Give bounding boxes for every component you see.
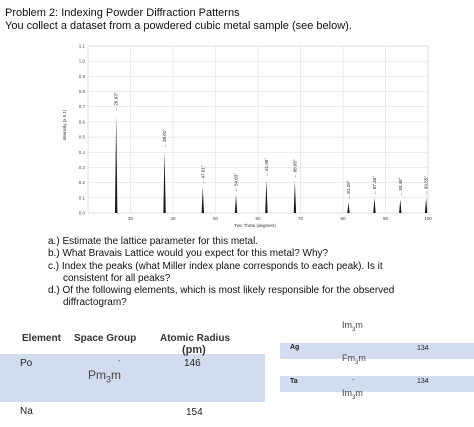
header-element: Element [22, 333, 61, 344]
element-po: Po [20, 358, 33, 369]
y-tick-label: 1.0 [79, 59, 86, 64]
question-c-continued: consistent for all peaks? [63, 272, 171, 284]
question-a: a.) Estimate the lattice parameter for t… [48, 236, 259, 247]
peak-label: ← 81.29° [346, 180, 351, 199]
x-tick-label: 100 [424, 216, 432, 221]
x-tick-label: 90 [383, 216, 389, 221]
table-row-band [0, 354, 265, 402]
peak-label: ← 47.01° [200, 165, 205, 184]
peak-bar [265, 179, 268, 213]
table-row-band-ta [280, 376, 474, 392]
header-radius-unit: (pm) [182, 344, 206, 356]
peak-bar [114, 114, 118, 213]
y-tick-label: 0.6 [79, 119, 86, 124]
question-c: c.) Index the peaks (what Miller index p… [48, 260, 383, 272]
peak-label: ← 54.83° [234, 173, 239, 192]
y-tick-label: 0.7 [79, 104, 86, 109]
radius-po: 146 [184, 358, 201, 369]
radius-ta: 134 [417, 378, 429, 385]
space-group-ta: Im3m [342, 388, 363, 401]
chart-axes: 0.0 0.1 0.2 0.3 0.4 0.5 0.6 0.7 0.8 0.9 1.0 1.1 30 40… [79, 44, 433, 222]
peak-label: ← 99.55° [424, 176, 429, 195]
y-axis-label: Intensity (x 0.1) [62, 109, 67, 140]
peak-label: ← 93.48° [398, 177, 403, 196]
element-ag: Ag [290, 344, 300, 351]
space-group-ag: Fm3m [342, 353, 366, 366]
peak-bar [424, 197, 428, 213]
dash-mark-ta: - [352, 377, 355, 384]
element-na: Na [20, 406, 33, 417]
radius-na: 154 [186, 407, 203, 418]
header-atomic-radius: Atomic Radius [160, 333, 231, 344]
header-space-group: Space Group [74, 333, 137, 344]
question-d: d.) Of the following elements, which is … [48, 285, 395, 297]
peak-bar [373, 197, 376, 213]
y-tick-label: 0.4 [79, 150, 86, 155]
space-group-po: Pm3m [88, 368, 122, 385]
y-tick-label: 0.9 [79, 74, 86, 79]
y-tick-label: 0.8 [79, 89, 86, 94]
y-tick-label: 0.3 [79, 165, 86, 170]
peak-bar [293, 181, 297, 213]
problem-subtitle: You collect a dataset from a powdered cu… [5, 20, 352, 32]
peak-label: ← 26.63° [114, 92, 119, 111]
x-tick-label: 30 [128, 216, 134, 221]
x-tick-label: 80 [340, 216, 346, 221]
table-row-band-ag [280, 343, 474, 359]
y-tick-label: 1.1 [79, 44, 86, 49]
peak-label: ← 38.01° [162, 129, 167, 148]
question-b: b.) What Bravais Lattice would you expec… [48, 248, 329, 260]
x-tick-label: 70 [298, 216, 304, 221]
dash-mark: - [118, 358, 121, 365]
x-tick-label: 60 [255, 216, 261, 221]
y-tick-label: 0.1 [79, 195, 86, 200]
element-ta: Ta [290, 378, 298, 385]
question-d-continued: diffractogram? [63, 297, 127, 309]
chart-peaks: ← 26.63° ← 38.01° ← 47.01° ← 54.83° ← 61.98°… [114, 92, 429, 213]
peak-bar [399, 199, 402, 213]
chart-grid [87, 45, 429, 214]
peak-bar [347, 202, 350, 213]
y-tick-label: 0.2 [79, 180, 86, 185]
x-tick-label: 50 [213, 216, 219, 221]
diffraction-chart: 0.0 0.1 0.2 0.3 0.4 0.5 0.6 0.7 0.8 0.9 1.0 1.1 30 40… [62, 44, 433, 229]
space-group-top: Im3m [342, 320, 363, 333]
peak-label: ← 68.68° [292, 159, 297, 178]
element-table-left: Element Space Group Atomic Radius (pm) P… [0, 330, 265, 427]
peak-bar [163, 150, 166, 213]
question-list: a.) Estimate the lattice parameter for t… [48, 236, 468, 310]
y-tick-label: 0.5 [79, 135, 86, 140]
x-axis-label: Two Theta (degrees) [234, 223, 276, 228]
problem-title: Problem 2: Indexing Powder Diffraction P… [5, 7, 240, 19]
peak-label: ← 61.98° [264, 158, 269, 177]
peak-label: ← 87.40° [372, 176, 377, 195]
peak-bar [201, 187, 204, 213]
y-tick-label: 0.0 [79, 211, 86, 216]
element-table-right: Im3m Ag Fm3m 134 Ta - Im3m 134 [280, 320, 474, 427]
x-tick-label: 40 [170, 216, 176, 221]
peak-bar [234, 194, 238, 213]
radius-ag: 134 [417, 345, 429, 352]
